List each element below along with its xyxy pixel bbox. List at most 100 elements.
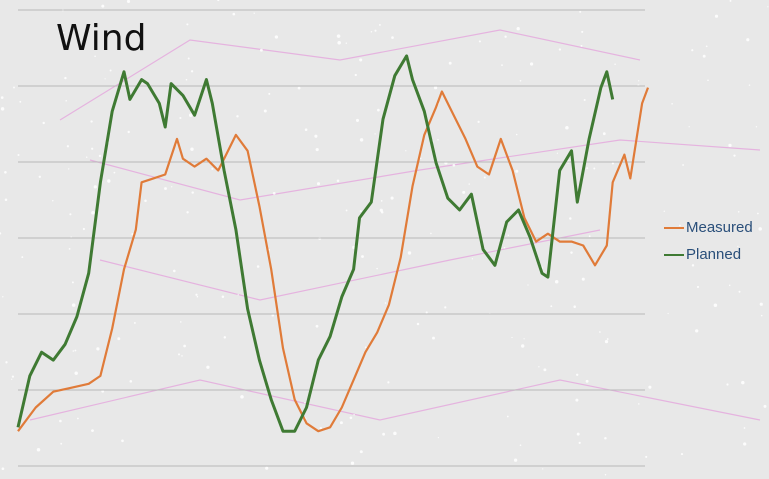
map-dot <box>374 29 377 32</box>
map-dot <box>523 338 525 340</box>
map-dot <box>437 436 440 439</box>
map-dot <box>527 284 529 286</box>
map-dot <box>91 147 94 150</box>
map-dot <box>604 339 609 344</box>
map-dot <box>391 36 394 39</box>
map-dot <box>91 429 94 432</box>
map-dot <box>376 267 378 270</box>
map-dot <box>336 34 341 38</box>
map-dot <box>68 168 70 170</box>
map-dot <box>468 183 470 185</box>
map-dot <box>579 10 582 13</box>
map-dot <box>759 302 763 306</box>
map-dot <box>682 164 684 166</box>
map-dot <box>96 347 100 351</box>
map-dot <box>743 442 747 446</box>
legend-label-measured: Measured <box>686 219 753 236</box>
map-dot <box>345 42 347 44</box>
map-dot <box>645 455 648 458</box>
map-dot <box>85 156 88 158</box>
map-dot <box>93 185 97 189</box>
map-dot <box>221 295 225 298</box>
map-dot <box>359 450 363 454</box>
map-dot <box>94 55 96 58</box>
map-dot <box>425 311 428 314</box>
map-dot <box>767 6 769 8</box>
map-dot <box>186 23 189 26</box>
map-dot <box>206 365 210 369</box>
map-dot <box>407 251 412 255</box>
map-dot <box>581 277 585 281</box>
map-dot <box>707 79 709 82</box>
map-dot <box>543 368 547 372</box>
map-dot <box>90 120 93 123</box>
map-dot <box>691 49 694 52</box>
map-dot <box>576 432 580 436</box>
map-dot <box>593 167 596 170</box>
map-dot <box>611 162 614 165</box>
map-dot <box>107 179 111 183</box>
map-dot <box>519 444 522 447</box>
map-dot <box>760 314 763 317</box>
map-dot <box>144 199 147 203</box>
map-dot <box>304 128 308 132</box>
map-dot <box>71 281 74 284</box>
map-dot <box>501 64 503 66</box>
map-dot <box>350 461 355 465</box>
map-dot <box>738 290 741 293</box>
map-dot <box>648 385 652 389</box>
map-dot <box>178 353 180 356</box>
map-dot <box>38 175 41 178</box>
map-dot <box>483 176 486 179</box>
map-dot <box>503 246 506 249</box>
map-dot <box>573 305 576 308</box>
map-dot <box>763 404 767 408</box>
map-dot <box>52 199 54 202</box>
map-dot <box>256 265 260 268</box>
map-dot <box>19 100 22 103</box>
map-dot <box>726 383 729 386</box>
map-dot <box>126 0 131 4</box>
map-dot <box>688 126 690 128</box>
map-dot <box>416 322 420 326</box>
map-dot <box>69 213 72 216</box>
map-dot <box>217 0 220 2</box>
map-dot <box>59 419 62 423</box>
map-dot <box>5 361 8 364</box>
map-dot <box>190 147 194 151</box>
map-dot <box>558 48 562 51</box>
map-dot <box>336 179 340 182</box>
map-dot <box>359 58 363 62</box>
map-dot <box>581 30 584 33</box>
map-dot <box>737 210 740 213</box>
map-dot <box>104 78 106 80</box>
map-dot <box>129 380 133 383</box>
map-dot <box>337 41 341 45</box>
map-dot <box>638 80 640 82</box>
series-layer <box>16 54 650 433</box>
map-dot <box>272 192 276 195</box>
map-dot <box>380 200 383 202</box>
map-dot <box>232 12 236 16</box>
map-dot <box>671 103 673 105</box>
map-dot <box>638 403 640 405</box>
map-dot <box>382 432 386 436</box>
map-dot <box>586 167 589 170</box>
map-dot <box>576 373 579 376</box>
map-dot <box>66 145 70 148</box>
map-dot <box>387 381 390 384</box>
legend-swatch-measured <box>664 226 684 229</box>
map-dot <box>746 38 750 42</box>
map-dot <box>507 234 510 237</box>
map-dot <box>728 143 732 148</box>
map-dot <box>265 466 269 470</box>
map-dot <box>433 86 438 90</box>
map-dot <box>36 448 41 452</box>
map-dot <box>550 305 553 308</box>
map-dot <box>315 148 319 152</box>
map-dot <box>21 256 24 259</box>
map-dot <box>519 79 522 82</box>
route-line-3 <box>29 379 761 421</box>
map-dot <box>72 350 75 352</box>
